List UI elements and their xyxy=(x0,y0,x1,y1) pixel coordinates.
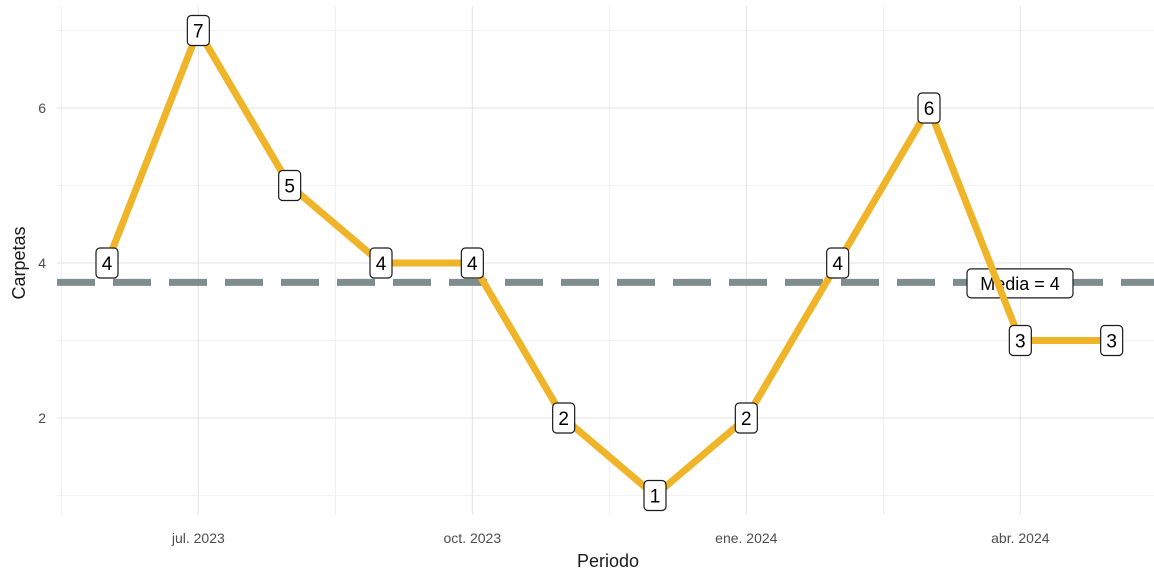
data-label-text: 4 xyxy=(467,254,478,275)
data-label-text: 6 xyxy=(924,99,935,120)
y-tick-label: 4 xyxy=(38,255,46,271)
x-tick-label: ene. 2024 xyxy=(715,530,777,546)
data-label: 2 xyxy=(552,402,576,434)
data-label-box xyxy=(278,169,302,202)
x-axis-title: Periodo xyxy=(577,551,639,571)
y-tick-label: 6 xyxy=(38,100,46,116)
data-label-text: 3 xyxy=(1106,331,1117,352)
axes: 2 4 6 jul. 2023 oct. 2023 ene. 2024 abr. 2024 xyxy=(38,100,1050,546)
data-label-text: 4 xyxy=(832,254,843,275)
data-label-box xyxy=(734,402,758,434)
data-label-box xyxy=(1008,324,1032,357)
data-label: 3 xyxy=(1008,324,1032,357)
data-label-box xyxy=(917,92,941,124)
data-label-text: 4 xyxy=(376,254,387,275)
data-label: 1 xyxy=(643,479,667,512)
data-label-box xyxy=(826,247,850,279)
data-label-box xyxy=(460,247,484,279)
data-label: 7 xyxy=(186,14,210,47)
data-label-box xyxy=(369,247,393,279)
y-axis-title: Carpetas xyxy=(9,226,29,299)
x-tick-label: oct. 2023 xyxy=(444,530,502,546)
mean-reference-line: Media = 4 xyxy=(57,268,1154,299)
data-label-box xyxy=(1100,324,1124,357)
data-label: 3 xyxy=(1100,324,1124,357)
data-label-text: 4 xyxy=(102,254,113,275)
mean-label: Media = 4 xyxy=(966,268,1074,299)
data-label-text: 2 xyxy=(558,409,569,430)
series-line xyxy=(103,27,1116,499)
data-label-text: 7 xyxy=(193,21,204,42)
data-label: 5 xyxy=(278,169,302,202)
data-label: 6 xyxy=(917,92,941,124)
data-label: 4 xyxy=(826,247,850,279)
data-label-box xyxy=(552,402,576,434)
data-label-text: 2 xyxy=(741,409,752,430)
y-tick-label: 2 xyxy=(38,410,46,426)
data-label: 4 xyxy=(460,247,484,279)
x-tick-label: jul. 2023 xyxy=(171,530,225,546)
data-label-box xyxy=(95,247,119,279)
data-label: 4 xyxy=(369,247,393,279)
data-label-box xyxy=(643,479,667,512)
data-label-text: 1 xyxy=(650,486,661,507)
data-label-box xyxy=(186,14,210,47)
data-labels: 4 7 5 4 4 2 1 2 4 6 3 3 xyxy=(95,14,1124,512)
data-label-text: 5 xyxy=(284,176,295,197)
data-label: 4 xyxy=(95,247,119,279)
data-label: 2 xyxy=(734,402,758,434)
x-tick-label: abr. 2024 xyxy=(991,530,1050,546)
data-label-text: 3 xyxy=(1015,331,1026,352)
series-carpetas xyxy=(103,27,1116,499)
